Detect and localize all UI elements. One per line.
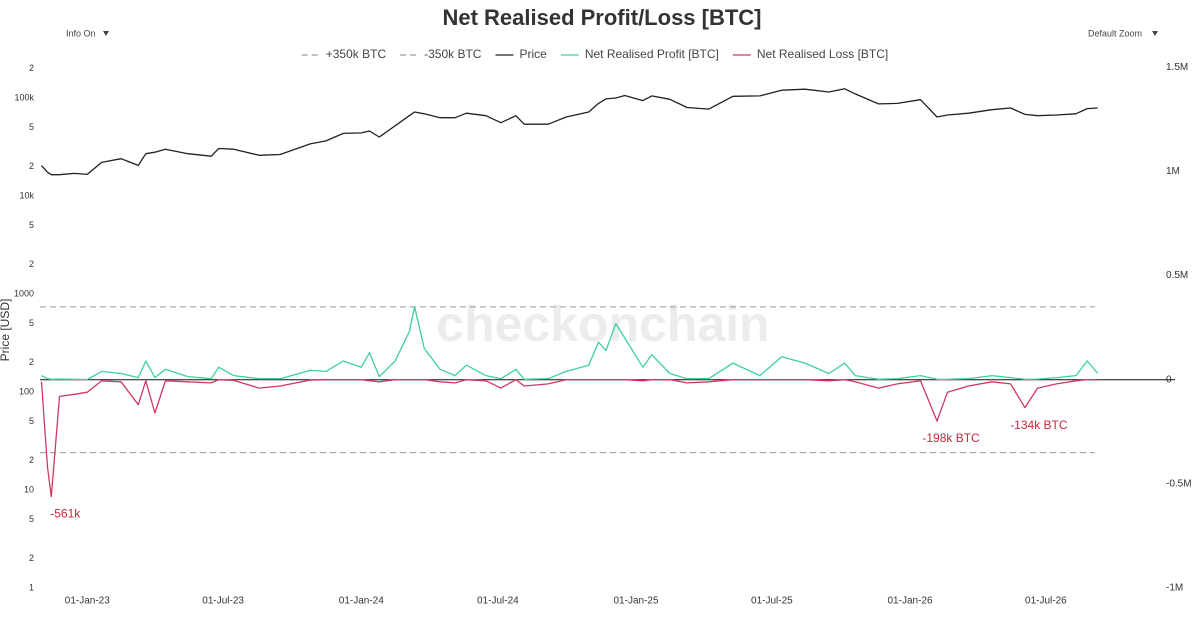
series-line [41, 88, 1098, 176]
legend-label: Net Realised Loss [BTC] [757, 47, 888, 61]
info-toggle[interactable]: Info On [66, 28, 96, 38]
y2-tick-label: 0.5M [1166, 270, 1188, 281]
y-tick-label: 1 [29, 582, 34, 592]
y-tick-label: 2 [29, 553, 34, 563]
y2-tick-label: 1.5M [1166, 62, 1188, 73]
series-line [41, 306, 1099, 381]
legend-label: +350k BTC [326, 47, 387, 61]
series-line [40, 379, 1098, 498]
y-tick-label: 2 [29, 259, 34, 269]
x-tick-label: 01-Jan-23 [65, 596, 110, 607]
y2-tick-label: -0.5M [1166, 479, 1192, 490]
annotation: -134k BTC [1010, 418, 1068, 432]
dropdown-arrow[interactable] [1152, 31, 1158, 36]
y-tick-label: 2 [29, 357, 34, 367]
annotation: -561k [50, 507, 81, 521]
y2-tick-label: -1M [1166, 583, 1183, 594]
y-tick-label: 2 [29, 161, 34, 171]
y-tick-label: 5 [29, 122, 34, 132]
watermark: checkonchain [436, 296, 769, 352]
y-tick-label: 2 [29, 63, 34, 73]
zoom-select[interactable]: Default Zoom [1088, 28, 1142, 38]
chart-title: Net Realised Profit/Loss [BTC] [442, 5, 761, 30]
y-tick-label: 5 [29, 416, 34, 426]
legend: +350k BTC -350k BTC Price Net Realised Prof… [301, 47, 888, 61]
y-tick-label: 10 [24, 484, 34, 494]
x-tick-label: 01-Jul-25 [751, 596, 793, 607]
y2-tick-label: 1M [1166, 166, 1180, 177]
y-tick-label: 2 [29, 455, 34, 465]
annotation: -198k BTC [922, 431, 980, 445]
y-tick-label: 100 [19, 386, 34, 396]
y-tick-label: 10k [19, 190, 34, 200]
y-tick-label: 5 [29, 318, 34, 328]
x-tick-label: 01-Jul-23 [202, 596, 244, 607]
y-axis-title: Price [USD] [0, 299, 12, 362]
legend-label: Price [519, 47, 547, 61]
y-tick-label: 100k [14, 92, 34, 102]
x-tick-label: 01-Jan-26 [888, 596, 933, 607]
dropdown-arrow[interactable] [103, 31, 109, 36]
x-tick-label: 01-Jul-26 [1025, 596, 1067, 607]
y-tick-label: 1000 [14, 288, 34, 298]
y-tick-label: 5 [29, 220, 34, 230]
legend-label: -350k BTC [424, 47, 482, 61]
x-tick-label: 01-Jan-25 [614, 596, 659, 607]
legend-label: Net Realised Profit [BTC] [585, 47, 719, 61]
x-tick-label: 01-Jul-24 [477, 596, 519, 607]
y-tick-label: 5 [29, 514, 34, 524]
x-tick-label: 01-Jan-24 [339, 596, 384, 607]
